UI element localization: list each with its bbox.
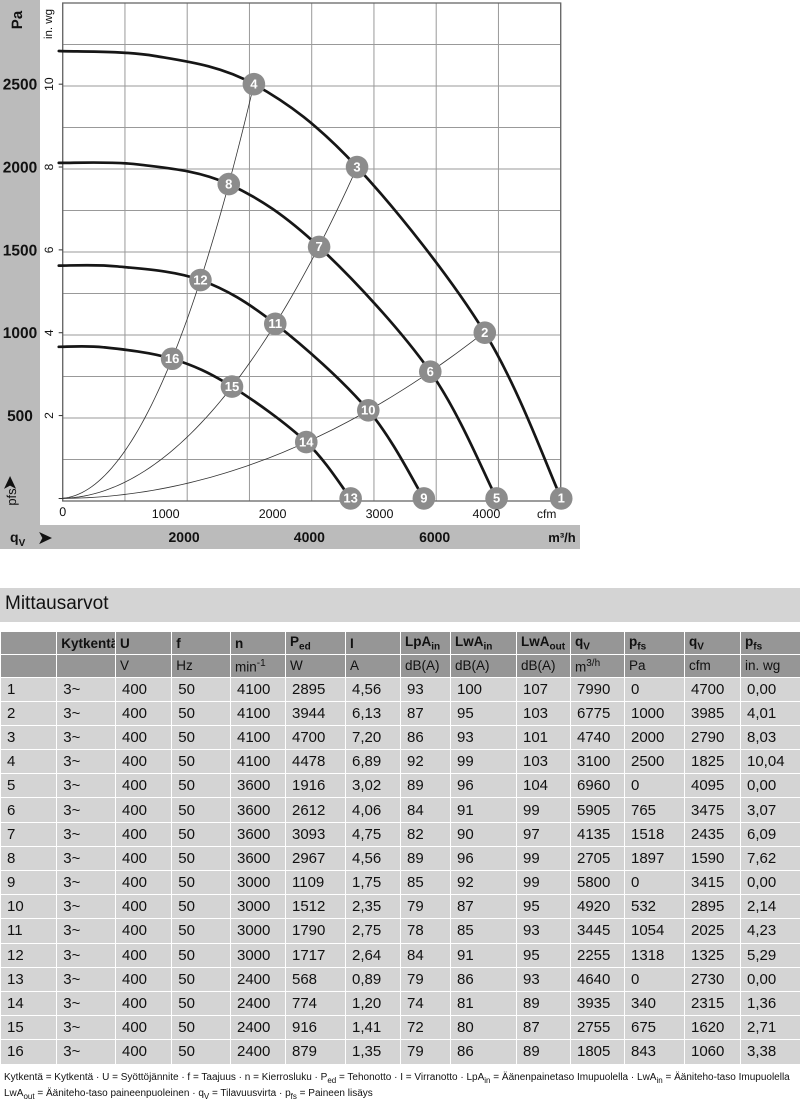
svg-text:4: 4: [250, 76, 258, 91]
svg-text:1: 1: [558, 491, 565, 506]
svg-text:11: 11: [268, 316, 282, 331]
svg-text:0: 0: [59, 505, 66, 519]
svg-text:3000: 3000: [366, 507, 394, 521]
svg-text:8: 8: [42, 163, 56, 170]
svg-text:cfm: cfm: [537, 507, 556, 521]
svg-text:6: 6: [42, 246, 56, 253]
svg-text:10: 10: [361, 403, 375, 418]
svg-text:6: 6: [427, 364, 434, 379]
svg-text:2500: 2500: [3, 77, 37, 94]
svg-text:1000: 1000: [3, 325, 37, 342]
svg-text:in. wg: in. wg: [43, 9, 55, 39]
svg-text:3: 3: [353, 159, 360, 174]
svg-text:1000: 1000: [152, 507, 180, 521]
svg-text:1500: 1500: [3, 242, 37, 259]
svg-text:2000: 2000: [169, 529, 200, 545]
svg-text:16: 16: [165, 351, 179, 366]
svg-text:m³/h: m³/h: [548, 530, 576, 545]
svg-text:4000: 4000: [472, 507, 500, 521]
svg-text:14: 14: [299, 434, 314, 449]
svg-text:Pa: Pa: [9, 10, 26, 29]
svg-text:9: 9: [420, 491, 427, 506]
svg-text:2: 2: [481, 325, 488, 340]
svg-text:7: 7: [315, 239, 322, 254]
svg-text:2000: 2000: [259, 507, 287, 521]
svg-text:13: 13: [343, 491, 357, 506]
svg-text:5: 5: [493, 491, 500, 506]
svg-text:2000: 2000: [3, 160, 37, 177]
svg-text:10: 10: [42, 77, 56, 91]
svg-text:15: 15: [225, 379, 239, 394]
svg-text:➤: ➤: [0, 475, 21, 491]
svg-text:4000: 4000: [294, 529, 325, 545]
svg-text:2: 2: [42, 412, 56, 419]
svg-text:500: 500: [7, 408, 33, 425]
svg-text:12: 12: [193, 272, 207, 287]
svg-text:8: 8: [225, 176, 232, 191]
svg-text:4: 4: [42, 329, 56, 336]
svg-text:6000: 6000: [419, 529, 450, 545]
svg-text:➤: ➤: [37, 528, 53, 549]
